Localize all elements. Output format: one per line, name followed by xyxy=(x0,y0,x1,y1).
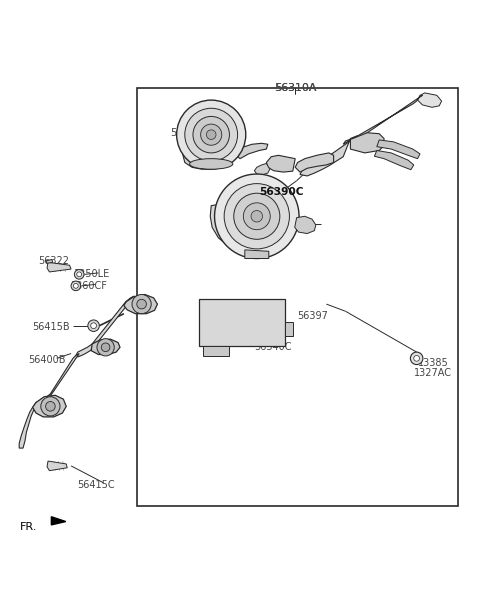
Text: 56310A: 56310A xyxy=(274,83,316,93)
Circle shape xyxy=(185,109,238,161)
Text: 56340C: 56340C xyxy=(254,342,292,352)
Circle shape xyxy=(206,130,216,140)
Text: 56310A: 56310A xyxy=(275,83,316,93)
Text: 56415B: 56415B xyxy=(33,322,70,332)
Circle shape xyxy=(77,272,82,276)
Circle shape xyxy=(193,116,229,153)
Bar xyxy=(137,88,458,506)
Circle shape xyxy=(137,299,146,309)
Polygon shape xyxy=(51,517,66,525)
Circle shape xyxy=(201,124,222,145)
Circle shape xyxy=(97,338,114,356)
Circle shape xyxy=(177,100,246,169)
Polygon shape xyxy=(124,294,157,314)
Polygon shape xyxy=(245,250,269,259)
Circle shape xyxy=(74,270,84,279)
Polygon shape xyxy=(295,216,316,234)
Circle shape xyxy=(215,174,299,259)
Polygon shape xyxy=(300,135,358,176)
Polygon shape xyxy=(374,151,414,170)
Text: 1360CF: 1360CF xyxy=(71,281,108,291)
Text: 13385: 13385 xyxy=(418,358,448,368)
Text: FR.: FR. xyxy=(20,522,37,532)
Circle shape xyxy=(46,402,55,411)
Polygon shape xyxy=(350,133,384,153)
Polygon shape xyxy=(233,143,268,159)
Circle shape xyxy=(71,281,81,291)
Polygon shape xyxy=(254,164,270,175)
Circle shape xyxy=(410,352,423,365)
Circle shape xyxy=(88,320,99,332)
Polygon shape xyxy=(33,395,66,417)
Text: 56400B: 56400B xyxy=(28,356,65,365)
Polygon shape xyxy=(46,259,53,264)
Circle shape xyxy=(101,343,110,352)
Text: 56397: 56397 xyxy=(298,311,328,321)
Text: 56415C: 56415C xyxy=(77,480,114,490)
Circle shape xyxy=(41,397,60,416)
Polygon shape xyxy=(185,136,236,164)
Polygon shape xyxy=(210,202,299,252)
Polygon shape xyxy=(343,95,422,144)
Text: 1350LE: 1350LE xyxy=(74,269,111,280)
Circle shape xyxy=(132,294,151,314)
Polygon shape xyxy=(76,296,134,357)
Polygon shape xyxy=(91,339,120,354)
Bar xyxy=(285,322,293,337)
Circle shape xyxy=(234,193,280,239)
Circle shape xyxy=(414,356,420,361)
Circle shape xyxy=(251,210,263,222)
Polygon shape xyxy=(47,461,67,471)
Ellipse shape xyxy=(190,159,233,169)
Text: 1327AC: 1327AC xyxy=(414,368,452,378)
Circle shape xyxy=(73,283,78,288)
Polygon shape xyxy=(266,155,295,172)
Polygon shape xyxy=(19,405,36,448)
Circle shape xyxy=(224,184,289,249)
Polygon shape xyxy=(377,140,420,159)
Polygon shape xyxy=(418,93,442,107)
Polygon shape xyxy=(182,153,230,169)
Polygon shape xyxy=(295,153,334,172)
Circle shape xyxy=(91,323,96,329)
Polygon shape xyxy=(47,262,71,272)
Text: 56322: 56322 xyxy=(38,256,70,267)
Polygon shape xyxy=(34,354,79,408)
Bar xyxy=(199,299,285,346)
Text: 56330A: 56330A xyxy=(170,128,209,138)
Circle shape xyxy=(243,203,270,230)
Text: 56390C: 56390C xyxy=(259,187,304,197)
Bar xyxy=(203,346,229,356)
